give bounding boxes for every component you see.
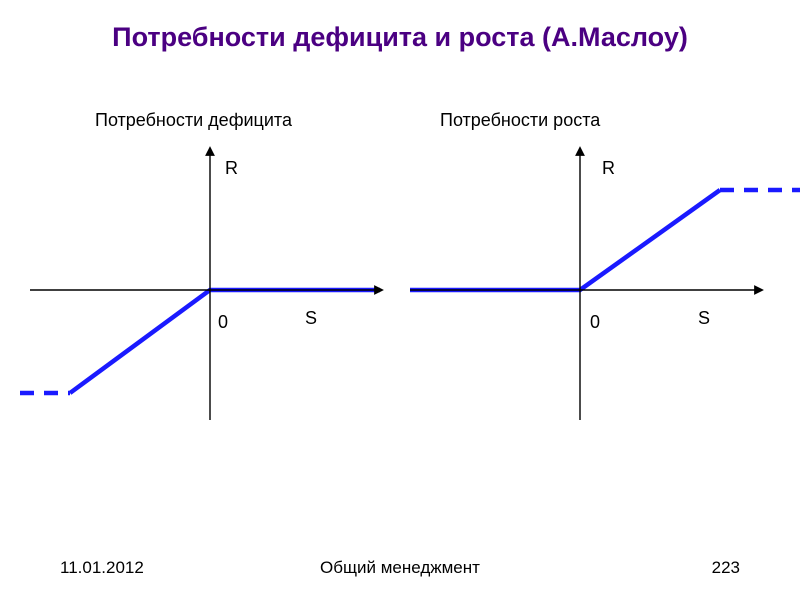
right-curve-solid <box>410 190 720 290</box>
right-chart-subtitle: Потребности роста <box>440 110 600 131</box>
left-chart-subtitle: Потребности дефицита <box>95 110 292 131</box>
right-zero-label: 0 <box>590 312 600 333</box>
right-chart <box>400 140 800 440</box>
left-zero-label: 0 <box>218 312 228 333</box>
left-r-label: R <box>225 158 238 179</box>
left-chart <box>10 140 390 440</box>
footer-page: 223 <box>712 558 740 578</box>
slide-title: Потребности дефицита и роста (А.Маслоу) <box>0 22 800 53</box>
left-s-label: S <box>305 308 317 329</box>
left-curve-solid <box>70 290 380 393</box>
right-s-label: S <box>698 308 710 329</box>
slide: Потребности дефицита и роста (А.Маслоу) … <box>0 0 800 600</box>
right-r-label: R <box>602 158 615 179</box>
footer-center: Общий менеджмент <box>0 558 800 578</box>
